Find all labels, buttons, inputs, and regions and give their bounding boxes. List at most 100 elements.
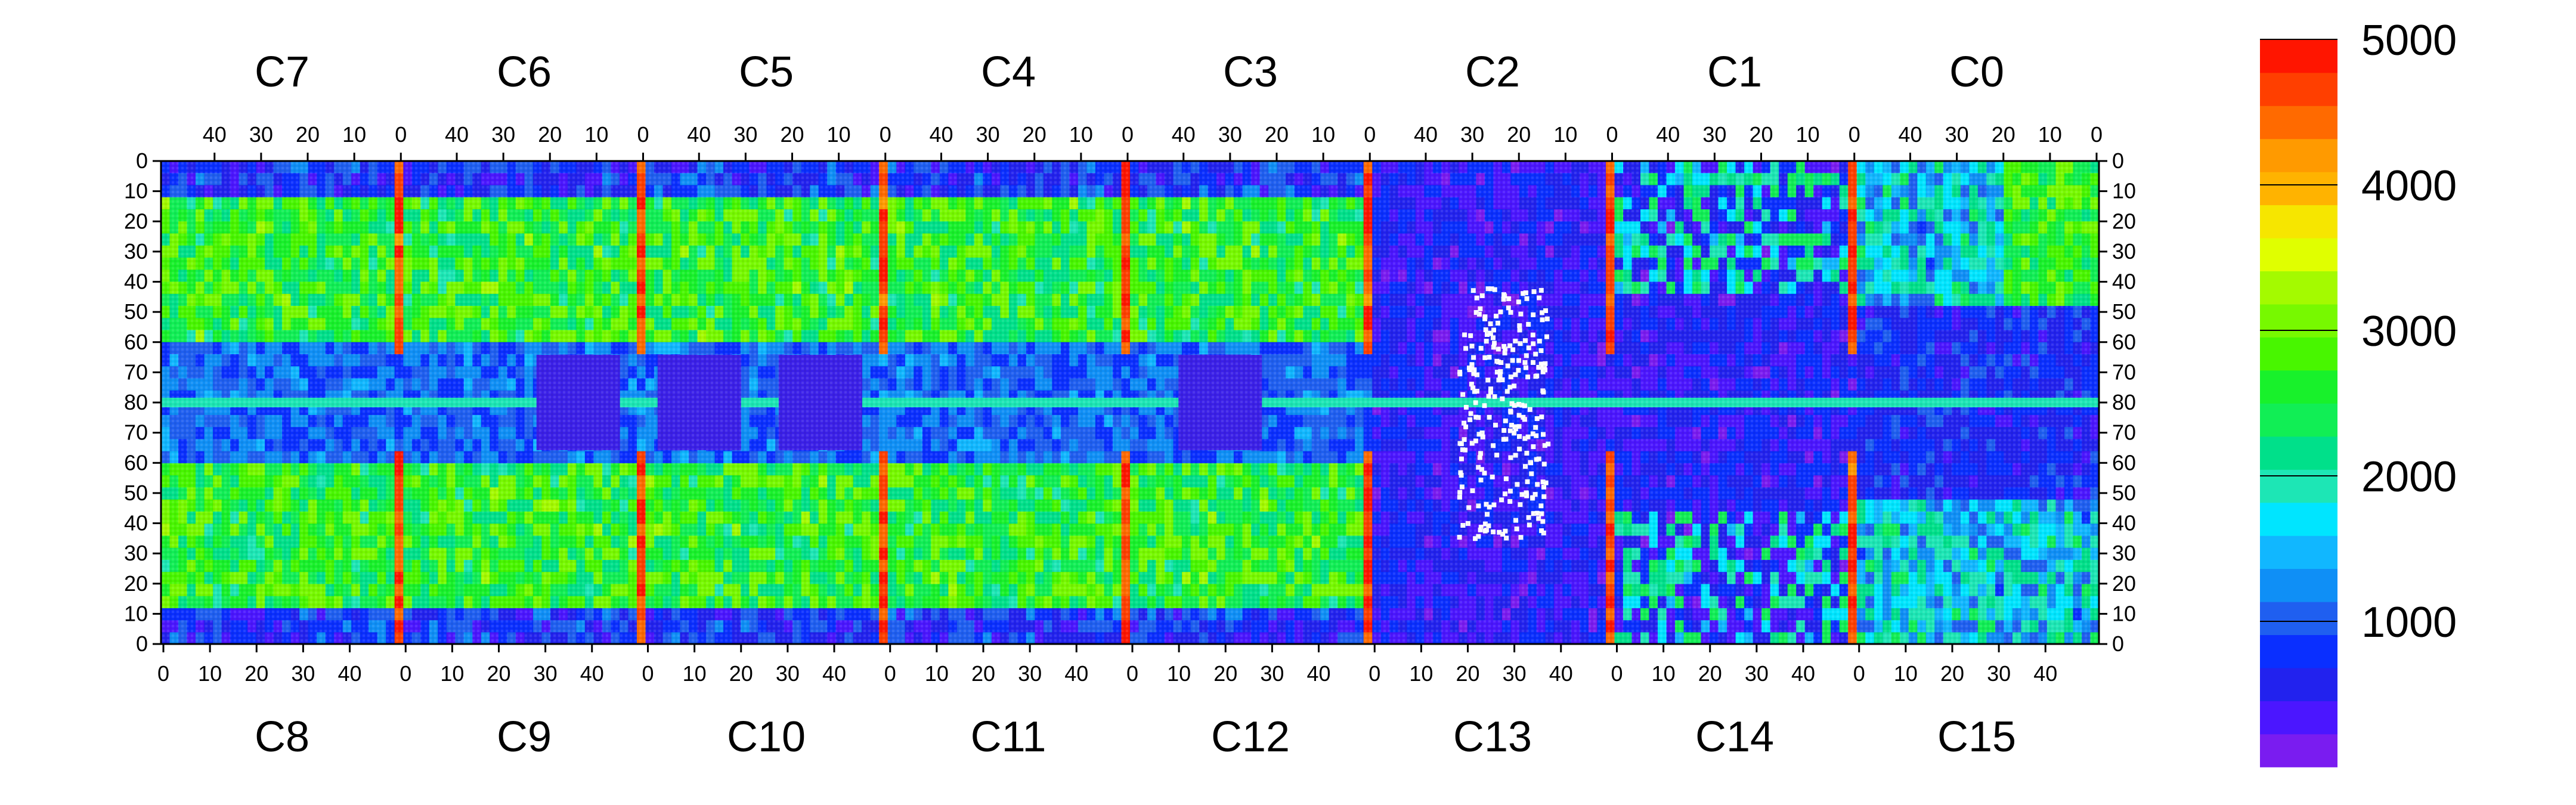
heatmap-cell <box>247 438 257 451</box>
heatmap-cell <box>1069 366 1079 379</box>
heatmap-cell <box>178 281 188 295</box>
heatmap-cell <box>879 426 888 439</box>
heatmap-cell <box>844 620 854 633</box>
heatmap-cell <box>628 463 637 476</box>
heatmap-cell <box>342 499 352 512</box>
heatmap-cell <box>1017 631 1027 645</box>
heatmap-cell <box>1268 366 1278 379</box>
heatmap-cell <box>1156 342 1165 355</box>
heatmap-cell <box>386 209 395 222</box>
heatmap-cell <box>1000 475 1010 488</box>
heatmap-cell <box>1311 258 1321 270</box>
heatmap-cell <box>1043 487 1052 500</box>
heatmap-cell <box>983 161 992 174</box>
heatmap-cell <box>446 270 456 283</box>
heatmap-cell <box>403 318 413 331</box>
heatmap-cell <box>221 559 231 572</box>
heatmap-cell <box>931 523 940 536</box>
heatmap-cell <box>282 426 292 439</box>
heatmap-cell <box>956 306 966 318</box>
heatmap-cell <box>567 596 577 608</box>
heatmap-cell <box>351 306 361 318</box>
heatmap-cell <box>178 631 188 645</box>
heatmap-cell <box>438 511 447 524</box>
heatmap-cell <box>584 330 594 343</box>
heatmap-cell <box>386 414 395 428</box>
heatmap-cell <box>515 620 525 633</box>
heatmap-cell <box>308 414 317 428</box>
heatmap-cell <box>1165 221 1174 234</box>
heatmap-cell <box>308 583 317 596</box>
heatmap-cell <box>671 306 681 318</box>
heatmap-cell <box>351 571 361 584</box>
heatmap-cell <box>637 378 646 391</box>
heatmap-cell <box>230 535 240 548</box>
heatmap-cell <box>369 281 378 295</box>
heatmap-cell <box>1311 378 1321 391</box>
heatmap-cell <box>931 571 940 584</box>
heatmap-cell <box>239 583 248 596</box>
heatmap-cell <box>801 499 810 512</box>
heatmap-cell <box>956 185 966 198</box>
heatmap-cell <box>1156 270 1165 283</box>
heatmap-cell <box>559 342 568 355</box>
heatmap-cell <box>628 596 637 608</box>
heatmap-cell <box>1147 306 1157 318</box>
heatmap-cell <box>265 523 274 536</box>
heatmap-cell <box>749 245 758 258</box>
heatmap-cell <box>1104 414 1113 428</box>
heatmap-cell <box>507 523 516 536</box>
heatmap-cell <box>178 608 188 621</box>
heatmap-cell <box>887 475 897 488</box>
heatmap-cell <box>931 559 940 572</box>
heatmap-cell <box>394 511 404 524</box>
heatmap-cell <box>637 209 646 222</box>
heatmap-cell <box>1026 221 1035 234</box>
heatmap-cell <box>1060 547 1070 560</box>
heatmap-cell <box>532 197 542 210</box>
heatmap-cell <box>792 511 802 524</box>
heatmap-cell <box>991 330 1001 343</box>
heatmap-cell <box>671 523 681 536</box>
heatmap-cell <box>524 438 534 451</box>
heatmap-cell <box>1095 414 1105 428</box>
heatmap-cell <box>645 535 655 548</box>
heatmap-cell <box>351 270 361 283</box>
heatmap-cell <box>247 185 257 198</box>
heatmap-cell <box>983 342 992 355</box>
heatmap-cell <box>1130 354 1140 367</box>
heatmap-cell <box>1277 342 1286 355</box>
heatmap-cell <box>801 559 810 572</box>
heatmap-cell <box>429 451 438 463</box>
heatmap-cell <box>567 293 577 306</box>
heatmap-cell <box>680 209 689 222</box>
heatmap-cell <box>1242 245 1252 258</box>
heatmap-cell <box>1060 161 1070 174</box>
heatmap-cell <box>490 318 499 331</box>
heatmap-cell <box>351 342 361 355</box>
heatmap-cell <box>645 330 655 343</box>
heatmap-cell <box>991 233 1001 246</box>
heatmap-cell <box>429 173 438 186</box>
heatmap-cell <box>654 475 664 488</box>
heatmap-cell <box>602 185 612 198</box>
heatmap-cell <box>1000 608 1010 621</box>
heatmap-cell <box>1078 596 1087 608</box>
heatmap-cell <box>498 451 507 463</box>
heatmap-cell <box>334 270 343 283</box>
heatmap-cell <box>948 451 958 463</box>
heatmap-cell <box>472 173 482 186</box>
heatmap-cell <box>1078 233 1087 246</box>
heatmap-cell <box>541 330 551 343</box>
heatmap-cell <box>1086 596 1096 608</box>
heatmap-cell <box>818 330 828 343</box>
heatmap-cell <box>351 258 361 270</box>
heatmap-cell <box>931 583 940 596</box>
heatmap-cell <box>178 366 188 379</box>
heatmap-cell <box>161 608 171 621</box>
heatmap-cell <box>1113 209 1122 222</box>
heatmap-cell <box>593 559 603 572</box>
heatmap-cell <box>870 571 880 584</box>
heatmap-cell <box>758 209 767 222</box>
heatmap-cell <box>714 511 724 524</box>
